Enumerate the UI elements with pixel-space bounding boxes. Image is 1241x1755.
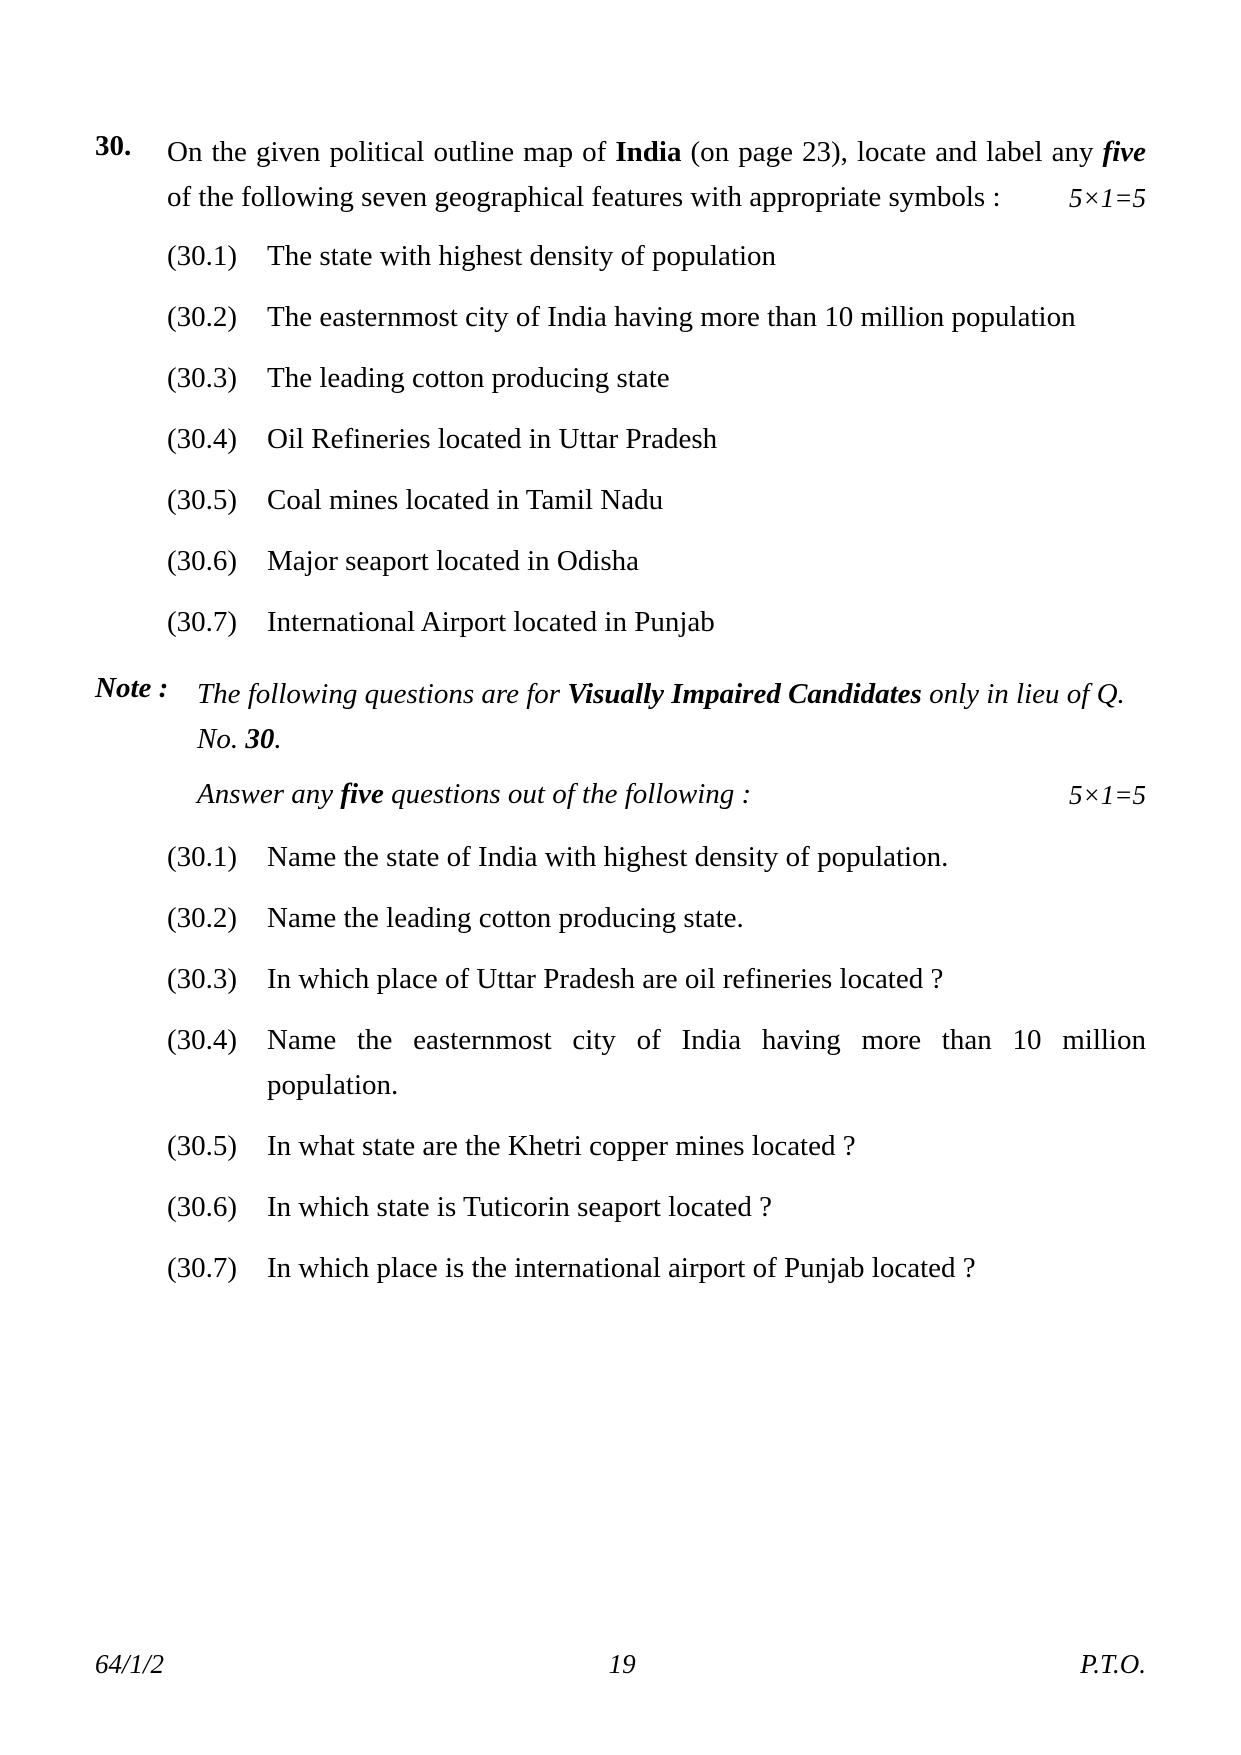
note-line2-bi: five <box>340 778 383 810</box>
note-line1: The following questions are for Visually… <box>197 672 1146 762</box>
sub-text: Name the state of India with highest den… <box>267 835 1146 880</box>
sub-text: In which state is Tuticorin seaport loca… <box>267 1185 1146 1230</box>
exam-page: 30. On the given political outline map o… <box>0 0 1241 1755</box>
footer-right: P.T.O. <box>1080 1649 1146 1680</box>
footer-left: 64/1/2 <box>95 1649 164 1680</box>
sub-label: (30.2) <box>167 896 267 941</box>
sub-text: The leading cotton producing state <box>267 356 1146 401</box>
sub-text: The state with highest density of popula… <box>267 234 1146 279</box>
sub-label: (30.5) <box>167 1124 267 1169</box>
stem-pre: On the given political outline map of <box>167 136 615 168</box>
sub-label: (30.7) <box>167 600 267 645</box>
sub-label: (30.4) <box>167 417 267 462</box>
sub-label: (30.6) <box>167 1185 267 1230</box>
note-line1-post: . <box>274 723 281 755</box>
stem-bold: India <box>615 136 681 168</box>
sub-item: (30.2)Name the leading cotton producing … <box>167 896 1146 941</box>
sub-item: (30.2)The easternmost city of India havi… <box>167 295 1146 340</box>
note-line1-bi: Visually Impaired Candidates <box>567 678 922 710</box>
sub-item: (30.4)Oil Refineries located in Uttar Pr… <box>167 417 1146 462</box>
sub-item: (30.4)Name the easternmost city of India… <box>167 1018 1146 1108</box>
sub-text: The easternmost city of India having mor… <box>267 295 1146 340</box>
question-30: 30. On the given political outline map o… <box>95 130 1146 220</box>
sub-item: (30.5)In what state are the Khetri coppe… <box>167 1124 1146 1169</box>
note-block: Note : The following questions are for V… <box>95 672 1146 817</box>
stem-bi: five <box>1103 136 1146 168</box>
sub-label: (30.6) <box>167 539 267 584</box>
sub-item: (30.7)In which place is the internationa… <box>167 1246 1146 1291</box>
question-number: 30. <box>95 130 167 163</box>
stem-post: of the following seven geographical feat… <box>167 181 1001 213</box>
sub-text: In which place of Uttar Pradesh are oil … <box>267 957 1146 1002</box>
sub-text: In what state are the Khetri copper mine… <box>267 1124 1146 1169</box>
sub-label: (30.4) <box>167 1018 267 1063</box>
question-30-subitems: (30.1)The state with highest density of … <box>95 234 1146 645</box>
sub-item: (30.3)The leading cotton producing state <box>167 356 1146 401</box>
sub-item: (30.5)Coal mines located in Tamil Nadu <box>167 478 1146 523</box>
sub-text: Oil Refineries located in Uttar Pradesh <box>267 417 1146 462</box>
sub-item: (30.6)In which state is Tuticorin seapor… <box>167 1185 1146 1230</box>
page-footer: 64/1/2 19 P.T.O. <box>0 1649 1241 1680</box>
sub-text: Name the easternmost city of India havin… <box>267 1018 1146 1108</box>
sub-label: (30.5) <box>167 478 267 523</box>
sub-text: In which place is the international airp… <box>267 1246 1146 1291</box>
sub-label: (30.1) <box>167 234 267 279</box>
note-body: The following questions are for Visually… <box>197 672 1146 817</box>
sub-label: (30.2) <box>167 295 267 340</box>
sub-item: (30.3)In which place of Uttar Pradesh ar… <box>167 957 1146 1002</box>
sub-item: (30.1)Name the state of India with highe… <box>167 835 1146 880</box>
sub-label: (30.3) <box>167 957 267 1002</box>
note-line1-bi2: 30 <box>245 723 274 755</box>
sub-item: (30.6)Major seaport located in Odisha <box>167 539 1146 584</box>
sub-label: (30.1) <box>167 835 267 880</box>
question-marks: 5×1=5 <box>1069 178 1146 220</box>
sub-text: Name the leading cotton producing state. <box>267 896 1146 941</box>
note-subitems: (30.1)Name the state of India with highe… <box>95 835 1146 1291</box>
sub-text: Coal mines located in Tamil Nadu <box>267 478 1146 523</box>
note-line2-post: questions out of the following : <box>384 778 751 810</box>
sub-item: (30.1)The state with highest density of … <box>167 234 1146 279</box>
sub-label: (30.3) <box>167 356 267 401</box>
sub-item: (30.7)International Airport located in P… <box>167 600 1146 645</box>
stem-mid: (on page 23), locate and label any <box>681 136 1102 168</box>
question-stem: On the given political outline map of In… <box>167 130 1146 220</box>
sub-label: (30.7) <box>167 1246 267 1291</box>
note-line2: Answer any five questions out of the fol… <box>197 772 1146 817</box>
sub-text: Major seaport located in Odisha <box>267 539 1146 584</box>
note-marks: 5×1=5 <box>1069 775 1146 817</box>
footer-center: 19 <box>609 1649 636 1680</box>
note-line1-pre: The following questions are for <box>197 678 567 710</box>
note-label: Note : <box>95 672 197 705</box>
note-line2-pre: Answer any <box>197 778 340 810</box>
sub-text: International Airport located in Punjab <box>267 600 1146 645</box>
